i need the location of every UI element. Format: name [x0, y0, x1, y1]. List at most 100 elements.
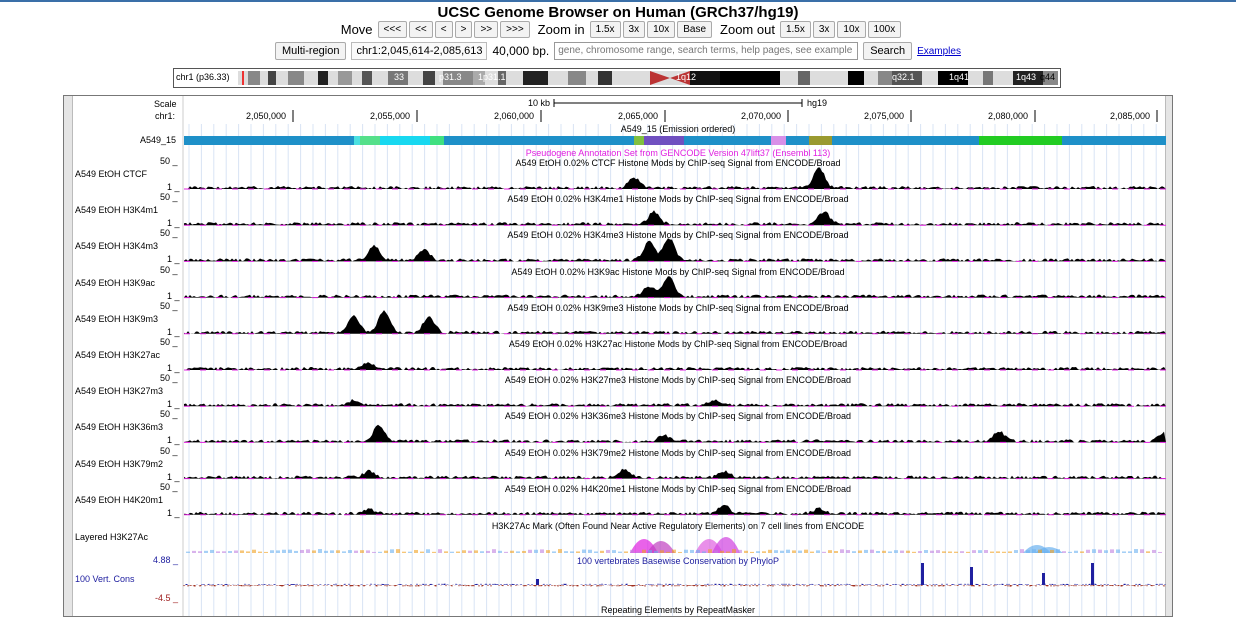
layered-peak — [647, 541, 675, 553]
chromosome-ideogram[interactable]: chr1 (p36.33) 33 p31.3 1p31.1 1q12 q32.1… — [173, 68, 1061, 88]
signal-track-label[interactable]: A549 EtOH H3K36m3 — [75, 422, 164, 433]
zoom-in-3x-button[interactable]: 3x — [622, 21, 646, 38]
signal-track-label[interactable]: A549 EtOH H3K9m3 — [75, 313, 159, 324]
scale-bar-text: 10 kb — [528, 98, 551, 108]
conservation-peak — [1091, 563, 1094, 585]
search-button[interactable]: Search — [863, 42, 913, 60]
signal-track-graph — [184, 362, 1166, 370]
zoom-in-1-5x-button[interactable]: 1.5x — [589, 21, 621, 38]
move-left-far-button[interactable]: <<< — [377, 21, 408, 38]
ideogram-bands — [238, 71, 1058, 85]
track-side-buttons[interactable] — [64, 96, 73, 616]
signal-min: 1 _ — [167, 435, 180, 446]
navigation-bar: Move <<< << < > >> >>> Zoom in 1.5x 3x 1… — [0, 21, 1236, 38]
ideogram-band-label: 1q43 — [1016, 72, 1037, 82]
signal-min: 1 _ — [167, 363, 180, 373]
signal-track-graph — [184, 210, 1166, 226]
zoom-in-10x-button[interactable]: 10x — [647, 21, 676, 38]
track-right-bar — [1165, 96, 1172, 616]
move-right-button[interactable]: > — [454, 21, 473, 38]
signal-min: 1 _ — [167, 254, 180, 265]
zoom-out-10x-button[interactable]: 10x — [837, 21, 866, 38]
gencode-title: Pseudogene Annotation Set from GENCODE V… — [525, 148, 831, 158]
cons-min: -4.5 _ — [155, 593, 179, 603]
signal-min: 1 _ — [167, 326, 180, 337]
layered-title: H3K27Ac Mark (Often Found Near Active Re… — [491, 521, 865, 531]
conservation-peak — [970, 567, 973, 585]
signal-max: 50 _ — [160, 337, 178, 347]
signal-track-title: A549 EtOH 0.02% H4K20me1 Histone Mods by… — [504, 483, 852, 494]
signal-track-graph — [184, 424, 1166, 443]
zoom-out-1-5x-button[interactable]: 1.5x — [779, 21, 811, 38]
ideogram-band-label: q32.1 — [892, 72, 915, 82]
rmsk-title: Repeating Elements by RepeatMasker — [600, 605, 756, 615]
ruler-tick: 2,075,000 — [864, 111, 905, 121]
chromhmm-segment — [354, 136, 360, 145]
signal-track-label[interactable]: A549 EtOH H3K79m2 — [75, 458, 164, 469]
search-input[interactable]: gene, chromosome range, search terms, he… — [554, 42, 859, 60]
signal-track-label[interactable]: A549 EtOH CTCF — [75, 169, 148, 179]
signal-track-title: A549 EtOH 0.02% H3K27me3 Histone Mods by… — [504, 375, 852, 386]
signal-track-graph — [184, 399, 1166, 407]
position-display[interactable]: chr1:2,045,614-2,085,613 — [351, 42, 488, 60]
signal-track-label[interactable]: A549 EtOH H3K4m3 — [75, 241, 159, 252]
move-right-mid-button[interactable]: >> — [474, 21, 499, 38]
move-left-button[interactable]: < — [434, 21, 453, 38]
move-left-mid-button[interactable]: << — [409, 21, 433, 38]
signal-min: 1 _ — [167, 399, 180, 410]
chr-label: chr1: — [155, 111, 176, 121]
chromhmm-segment — [786, 136, 809, 145]
zoom-in-base-button[interactable]: Base — [677, 21, 713, 38]
track-panel[interactable]: Scale chr1: 10 kb hg19 2,050,000 2,055,0… — [63, 95, 1173, 617]
chromhmm-segment — [184, 136, 354, 145]
page-title: UCSC Genome Browser on Human (GRCh37/hg1… — [437, 4, 799, 21]
signal-max: 50 _ — [160, 300, 178, 311]
ideogram-band-label: 1q41 — [949, 72, 970, 82]
signal-track-label[interactable]: A549 EtOH H4K20m1 — [75, 494, 164, 505]
move-right-far-button[interactable]: >>> — [500, 21, 530, 38]
ideogram-band-label: q44 — [1040, 72, 1056, 82]
scale-label: Scale — [154, 99, 177, 109]
signal-track-graph — [184, 310, 1166, 334]
signal-max: 50 _ — [160, 373, 178, 384]
zoom-in-label: Zoom in — [537, 22, 585, 37]
signal-track-title: A549 EtOH 0.02% H3K9me3 Histone Mods by … — [507, 302, 849, 313]
chromhmm-segment — [360, 136, 380, 145]
signal-track-graph — [184, 468, 1166, 479]
chromhmm-segment — [634, 136, 644, 145]
ideogram-position-marker — [242, 71, 244, 85]
signal-track-title: A549 EtOH 0.02% H3K4me1 Histone Mods by … — [507, 194, 849, 205]
signal-track-label[interactable]: A549 EtOH H3K9ac — [75, 277, 156, 288]
signal-track-graph — [184, 276, 1166, 298]
layered-label[interactable]: Layered H3K27Ac — [75, 532, 149, 542]
ideogram-band-label: p31.3 — [439, 72, 462, 82]
chromhmm-segment — [684, 136, 771, 145]
track-graphics — [182, 96, 1166, 616]
signal-max: 50 _ — [160, 192, 178, 203]
layered-peak — [712, 537, 740, 553]
examples-link[interactable]: Examples — [917, 45, 961, 57]
chromhmm-label[interactable]: A549_15 — [140, 135, 177, 145]
cons-label[interactable]: 100 Vert. Cons — [75, 574, 135, 584]
ideogram-band-label: 1q12 — [676, 72, 697, 82]
signal-track-graph — [184, 504, 1166, 515]
zoom-out-100x-button[interactable]: 100x — [867, 21, 902, 38]
signal-min: 1 _ — [167, 182, 180, 192]
ruler-tick: 2,055,000 — [370, 111, 411, 121]
signal-track-label[interactable]: A549 EtOH H3K27ac — [75, 350, 161, 360]
zoom-out-3x-button[interactable]: 3x — [812, 21, 836, 38]
ruler-tick: 2,085,000 — [1110, 111, 1151, 121]
signal-max: 50 _ — [160, 409, 178, 420]
zoom-out-label: Zoom out — [720, 22, 775, 37]
signal-min: 1 _ — [167, 290, 180, 301]
multi-region-button[interactable]: Multi-region — [275, 42, 347, 60]
signal-track-label[interactable]: A549 EtOH H3K4m1 — [75, 205, 159, 216]
signal-track-title: A549 EtOH 0.02% H3K27ac Histone Mods by … — [508, 339, 848, 349]
signal-track-label[interactable]: A549 EtOH H3K27m3 — [75, 386, 164, 397]
signal-track-title: A549 EtOH 0.02% H3K9ac Histone Mods by C… — [511, 266, 845, 277]
chromhmm-segment — [832, 136, 979, 145]
signal-track-title: A549 EtOH 0.02% H3K36me3 Histone Mods by… — [504, 411, 852, 422]
ruler-tick: 2,080,000 — [988, 111, 1029, 121]
signal-track-title: A549 EtOH 0.02% H3K79me2 Histone Mods by… — [504, 447, 852, 458]
signal-max: 50 _ — [160, 481, 178, 492]
